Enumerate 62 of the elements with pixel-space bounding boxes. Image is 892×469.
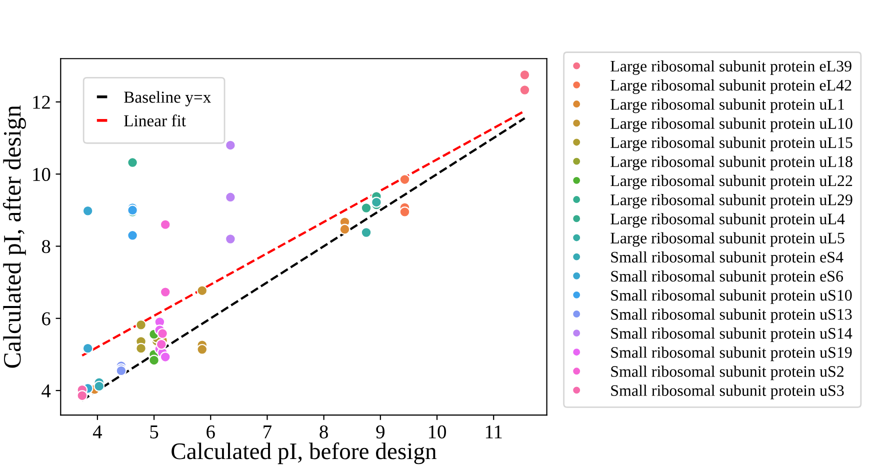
legend-label: Large ribosomal subunit protein uL10	[610, 118, 852, 132]
legend-label: Large ribosomal subunit protein uL29	[610, 194, 852, 209]
point	[156, 338, 167, 350]
legend-label: Large ribosomal subunit protein eL39	[610, 60, 852, 75]
x-tick-label: 7	[264, 426, 272, 438]
point	[519, 69, 530, 80]
legend-label: Small ribosomal subunit protein uS3	[611, 384, 844, 400]
point	[399, 206, 410, 218]
point	[360, 227, 372, 238]
point	[196, 285, 208, 296]
point	[127, 230, 138, 241]
point	[148, 354, 160, 366]
y-axis-title: Calculated pI, after design	[2, 105, 26, 368]
legend-label: Large ribosomal subunit protein uL15	[610, 136, 852, 152]
point	[360, 202, 372, 214]
point	[157, 328, 168, 339]
y-tick-label: 8	[42, 240, 50, 254]
point	[399, 174, 410, 185]
point	[136, 342, 146, 354]
point	[519, 84, 530, 96]
legend-label: Small ribosomal subunit protein uS13	[611, 308, 852, 323]
legend-label: Small ribosomal subunit protein uS19	[611, 346, 852, 362]
point	[370, 196, 382, 208]
x-tick-label: 5	[150, 426, 158, 438]
legend-label: Large ribosomal subunit protein eL42	[610, 79, 852, 94]
x-tick-label: 4	[92, 425, 102, 438]
point	[224, 234, 236, 244]
x-tick-label: 9	[376, 425, 384, 438]
legend-label: Small ribosomal subunit protein uS10	[611, 289, 852, 304]
legend-label: Large ribosomal subunit protein uL18	[610, 156, 852, 170]
x-axis-title: Calculated pI, before design	[172, 442, 436, 464]
point	[76, 390, 88, 402]
x-tick-label: 8	[320, 425, 328, 438]
point	[196, 344, 208, 355]
point	[136, 319, 146, 330]
x-tick-label: 10	[428, 425, 446, 438]
point	[94, 380, 105, 392]
point	[82, 342, 94, 354]
legend-label: Small ribosomal subunit protein uS2	[611, 366, 844, 380]
point	[160, 352, 171, 362]
y-tick-label: 12	[33, 96, 50, 109]
point	[339, 224, 350, 235]
legend-label: Large ribosomal subunit protein uL4	[610, 213, 845, 228]
x-tick-label: 6	[206, 425, 215, 438]
y-tick-label: 10	[33, 168, 50, 182]
x-tick-label: 11	[486, 425, 502, 438]
point	[127, 157, 138, 168]
legend-label: Small ribosomal subunit protein eS6	[611, 270, 844, 285]
legend-label: Baseline y=x	[124, 91, 211, 106]
y-tick-label: 6	[42, 312, 50, 326]
point	[224, 192, 236, 203]
point	[160, 286, 171, 298]
point	[160, 219, 171, 230]
legend-label: Large ribosomal subunit protein uL22	[610, 174, 852, 190]
legend-label: Large ribosomal subunit protein uL1	[610, 98, 844, 114]
legend-label: Small ribosomal subunit protein eS4	[611, 251, 844, 266]
legend-label: Small ribosomal subunit protein uS14	[611, 328, 852, 342]
legend-label: Large ribosomal subunit protein uL5	[610, 232, 844, 247]
legend-label: Linear fit	[124, 114, 186, 126]
y-tick-label: 4	[42, 384, 51, 398]
point	[82, 205, 94, 216]
point	[224, 140, 236, 151]
